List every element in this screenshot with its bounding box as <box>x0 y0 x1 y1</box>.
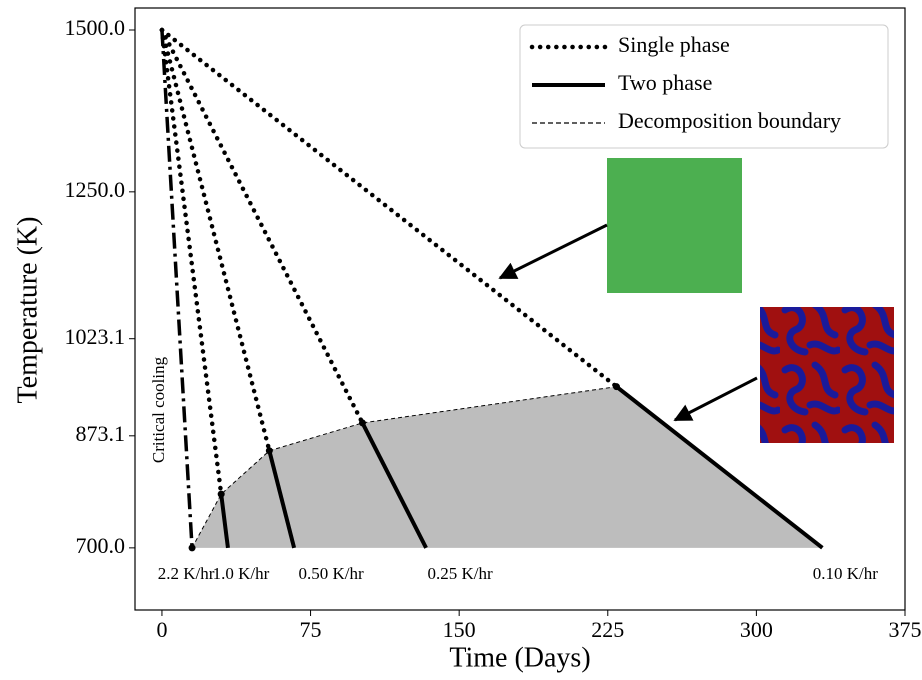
boundary-point <box>358 419 366 427</box>
y-tick-label: 700.0 <box>76 533 126 558</box>
boundary-point <box>265 447 273 455</box>
single-phase-line <box>159 27 224 497</box>
x-tick-label: 0 <box>156 617 167 642</box>
boundary-point <box>217 490 225 498</box>
critical-cooling-line <box>160 29 194 548</box>
y-tick-label: 1500.0 <box>65 15 126 40</box>
two-phase-line <box>219 493 230 549</box>
rate-label: 0.25 K/hr <box>427 564 493 583</box>
y-axis-label: Temperature (K) <box>12 217 43 404</box>
legend-box <box>519 24 889 149</box>
decomposition-boundary <box>191 386 617 549</box>
critical-cooling-label: Critical cooling <box>149 356 168 463</box>
legend-label: Single phase <box>618 32 730 57</box>
boundary-point <box>188 544 196 552</box>
rate-label: 2.2 K/hr <box>158 564 215 583</box>
x-tick-label: 225 <box>591 617 624 642</box>
two-phase-line <box>267 450 297 549</box>
y-tick-label: 1023.1 <box>65 324 126 349</box>
single-phase-line <box>159 27 272 454</box>
x-tick-label: 75 <box>300 617 322 642</box>
two-phase-line <box>615 385 824 550</box>
y-tick-label: 1250.0 <box>65 177 126 202</box>
legend: Single phase Two phase Decomposition bound… <box>519 24 889 149</box>
y-tick-label: 873.1 <box>76 421 126 446</box>
x-tick-label: 375 <box>889 617 922 642</box>
two-phase-line <box>360 422 428 549</box>
rate-label: 0.10 K/hr <box>813 564 879 583</box>
x-tick-label: 150 <box>443 617 476 642</box>
arrow <box>498 223 608 280</box>
arrow <box>673 376 758 422</box>
plot-frame <box>134 7 906 611</box>
rate-label: 1.0 K/hr <box>213 564 270 583</box>
single-phase-line <box>159 27 365 426</box>
plot-area <box>159 27 824 552</box>
single-phase-image <box>607 158 742 293</box>
rate-label: 0.50 K/hr <box>299 564 365 583</box>
x-axis-label: Time (Days) <box>449 642 590 673</box>
legend-label: Two phase <box>618 70 712 95</box>
single-phase-line <box>159 27 619 389</box>
x-tick-label: 300 <box>740 617 773 642</box>
boundary-point <box>612 383 620 391</box>
legend-label: Decomposition boundary <box>618 108 841 133</box>
two-phase-image <box>760 307 894 443</box>
